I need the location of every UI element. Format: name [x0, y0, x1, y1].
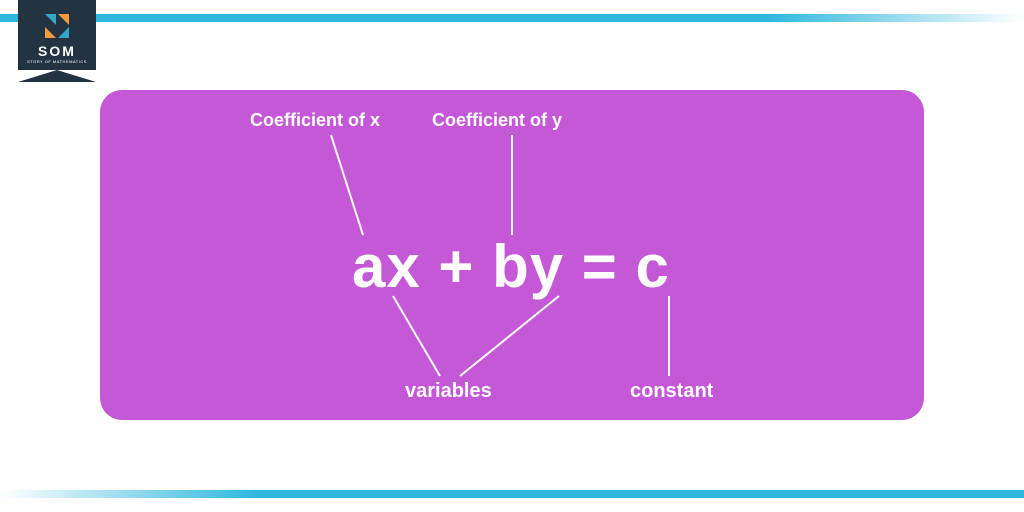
annotation-coeff-y: Coefficient of y [432, 110, 562, 131]
annotation-variables: variables [405, 380, 492, 403]
annotation-coeff-x: Coefficient of x [250, 110, 380, 131]
equation-text: ax + by = c [352, 232, 670, 301]
logo-icon [43, 12, 71, 40]
logo-tri-tl [45, 14, 56, 25]
logo-subtitle: STORY OF MATHEMATICS [27, 59, 87, 64]
logo-badge-notch [18, 70, 96, 82]
annotation-constant: constant [630, 380, 713, 403]
logo-tri-tr [58, 14, 69, 25]
logo-tri-br [58, 27, 69, 38]
top-accent-bar [0, 14, 1024, 22]
logo-badge: SOM STORY OF MATHEMATICS [18, 0, 96, 82]
logo-badge-body: SOM STORY OF MATHEMATICS [18, 0, 96, 70]
bottom-accent-bar [0, 490, 1024, 498]
logo-tri-bl [45, 27, 56, 38]
logo-brand-text: SOM [38, 44, 76, 58]
